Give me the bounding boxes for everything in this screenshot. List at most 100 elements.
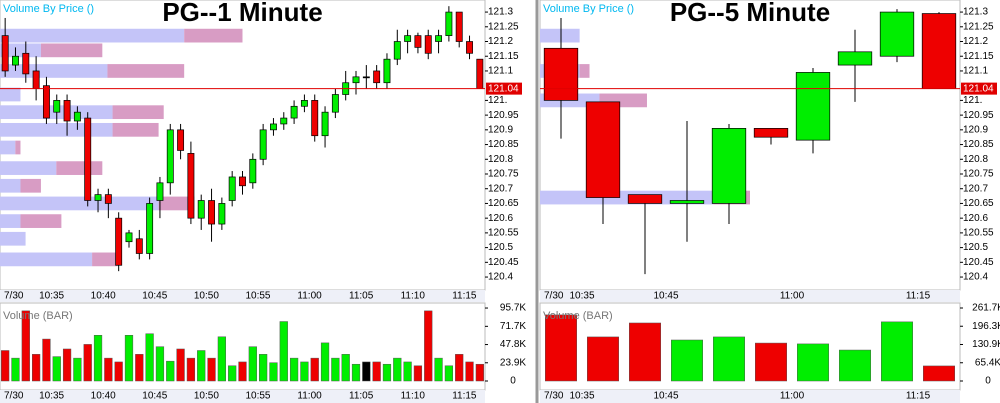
candle-body [837,51,873,66]
candle-body [104,194,112,204]
candle-body [424,35,432,54]
volume-bar [21,310,30,382]
y-tick-label: 120.9 [963,124,988,135]
volume-bar [42,338,51,382]
candle-body [414,35,422,48]
y-tick-label: 121.1 [963,66,988,77]
candle-body [435,35,443,42]
volume-bar [465,361,474,382]
y-tick-label: 121.15 [488,51,519,62]
vbp-up [0,87,21,102]
candle-body [300,100,308,107]
volume-bar [351,363,361,382]
candle-body [12,55,19,66]
candle-body [156,182,164,201]
volume-bar [475,363,484,382]
vbp-down [20,178,41,193]
candle-body [921,13,957,89]
candle-body [32,70,40,89]
volume-bar [545,314,577,382]
indicator-label: Volume By Price () [543,3,634,15]
y-tick-label: 120.75 [963,169,994,180]
candle-body [42,85,50,119]
y-tick-label: 121.25 [963,21,994,32]
volume-tick-label: 95.7K [500,303,526,314]
candle-body [53,100,61,113]
vbp-down [112,105,164,120]
y-tick-label: 120.65 [488,198,519,209]
vbp-down [20,214,62,228]
x-tick-label: 10:45 [142,391,167,402]
x-tick-label: 11:10 [401,291,426,302]
vbp-up [540,28,580,43]
time-strip [0,390,485,403]
vbp-down [158,196,195,211]
volume-tick-label: 65.4K [975,357,1000,368]
y-tick-label: 120.4 [963,272,988,283]
vbp-up [0,161,57,175]
volume-bar [393,357,402,382]
volume-bar [238,361,247,382]
x-tick-label: 10:45 [653,291,678,302]
y-tick-label: 120.5 [488,242,513,253]
x-tick-label: 11:00 [780,291,805,302]
y-tick-label: 120.9 [488,124,513,135]
candle-body [445,11,453,36]
candle-body [239,176,246,187]
volume-bar [403,361,412,382]
y-tick-label: 120.5 [963,242,988,253]
x-tick-label: 10:50 [194,291,219,302]
candle-body [259,129,267,160]
candle-body [669,200,705,204]
candle-body [543,47,579,101]
y-tick-label: 120.45 [488,257,519,268]
candle-body [362,76,370,79]
x-tick-label: 7/30 [544,391,564,402]
x-tick-label: 7/30 [544,291,564,302]
vbp-down [184,28,243,43]
candle-body [290,105,298,119]
candle-body [466,41,473,54]
volume-bar [434,357,443,382]
y-tick-label: 120.6 [963,213,988,224]
time-strip [540,290,960,302]
vbp-up [0,231,26,246]
y-tick-label: 121.2 [488,36,513,47]
volume-bar [331,357,340,382]
y-tick-label: 120.85 [488,139,519,150]
candle-body [63,100,71,122]
x-tick-label: 11:15 [452,291,477,302]
vbp-down [15,140,21,155]
candle-body [94,194,102,201]
volume-tick-label: 0 [510,376,516,387]
volume-bar [923,365,955,382]
y-tick-label: 120.4 [488,272,513,283]
volume-tick-label: 23.9K [500,357,526,368]
vbp-up [0,122,113,137]
volume-bar [217,336,226,382]
y-tick-label: 120.45 [963,257,994,268]
volume-bar [629,322,661,382]
y-tick-label: 121.2 [963,36,988,47]
volume-bar [104,357,113,382]
candle-body [228,176,236,201]
vbp-down [112,122,159,137]
volume-bar [62,348,72,382]
y-tick-label: 120.8 [963,154,988,165]
vbp-up [0,43,41,58]
candle-body [879,11,915,57]
x-tick-label: 7/30 [4,291,24,302]
x-tick-label: 10:50 [194,391,219,402]
vbp-down [92,252,118,267]
time-strip [0,290,485,302]
volume-bar [52,356,61,382]
volume-tick-label: 196.3K [972,321,1000,332]
indicator-label: Volume By Price () [3,3,94,15]
y-tick-label: 120.65 [963,198,994,209]
volume-bar [424,310,433,382]
x-tick-label: 11:00 [780,391,805,402]
vbp-down [56,161,103,175]
x-tick-label: 11:10 [401,391,426,402]
volume-bar [341,354,350,382]
